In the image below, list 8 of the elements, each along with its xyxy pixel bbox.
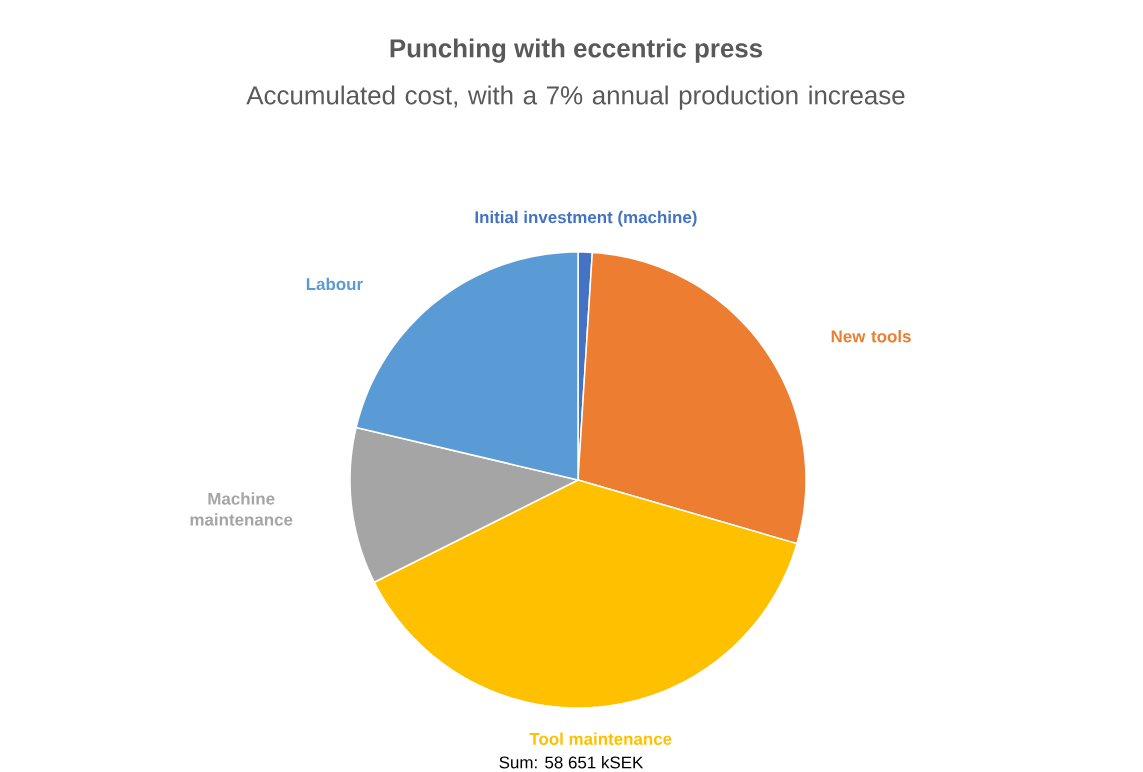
chart-title: Punching with eccentric press	[390, 38, 763, 63]
slice-label: Initial investment (machine)	[475, 210, 697, 227]
slice-label: New tools	[831, 329, 911, 343]
slice-label: Labour	[306, 277, 363, 291]
chart-subtitle: Accumulated cost, with a 7% annual production increase	[246, 85, 905, 110]
text: Sum: 58 651 kSEK	[499, 756, 644, 769]
slice-label: Machine maintenance	[190, 492, 293, 526]
slice-label: Tool maintenance	[529, 732, 672, 745]
